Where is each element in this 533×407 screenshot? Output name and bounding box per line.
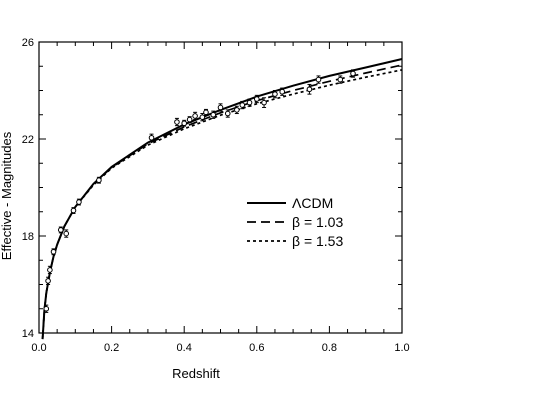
model-curves (41, 58, 403, 340)
y-tick-label: 22 (22, 134, 34, 146)
y-tick-label: 14 (22, 328, 34, 340)
data-point (203, 109, 209, 116)
data-point (337, 76, 344, 83)
data-point (57, 227, 64, 233)
data-point (192, 113, 198, 119)
data-point (43, 305, 50, 312)
data-point (63, 230, 70, 237)
x-tick-label: 0.8 (322, 342, 337, 354)
legend-label: β = 1.53 (292, 233, 343, 249)
data-point (234, 107, 240, 113)
data-point (148, 134, 155, 141)
data-point (186, 116, 193, 123)
x-tick-label: 0.4 (177, 342, 192, 354)
observed-points (43, 69, 356, 313)
data-point (199, 114, 206, 120)
model-curve-solid (41, 58, 403, 340)
data-point (47, 267, 53, 273)
data-point (306, 86, 313, 93)
data-point (224, 110, 231, 117)
tick-labels: 0.0 0.2 0.4 0.6 0.8 1.0 14 18 22 26 (22, 37, 410, 354)
legend: ΛCDM β = 1.03 β = 1.53 (247, 195, 343, 249)
legend-label: β = 1.03 (292, 214, 343, 230)
x-tick-label: 0.2 (104, 342, 119, 354)
x-axis-label: Redshift (172, 366, 220, 381)
data-point (217, 104, 224, 111)
data-point (50, 248, 57, 255)
y-tick-label: 26 (22, 37, 34, 49)
data-point (246, 99, 253, 106)
data-point (315, 76, 322, 83)
data-point (350, 70, 356, 77)
data-point (96, 177, 102, 184)
y-tick-label: 18 (22, 231, 34, 243)
data-point (76, 199, 82, 205)
data-point (181, 120, 187, 127)
data-point (261, 99, 267, 106)
data-point (210, 111, 217, 118)
y-axis-label: Effective - Magnitudes (0, 131, 14, 260)
data-point (272, 91, 278, 97)
data-point (174, 119, 180, 125)
legend-label: ΛCDM (292, 195, 333, 211)
data-point (45, 278, 51, 284)
x-tick-label: 0.0 (31, 342, 46, 354)
axis-ticks (38, 41, 403, 334)
plot-frame (38, 41, 403, 334)
data-point (70, 207, 77, 214)
data-point (253, 96, 260, 102)
data-point (239, 102, 246, 108)
model-curve-dashed (41, 64, 403, 340)
data-point (279, 88, 286, 95)
x-tick-label: 1.0 (394, 342, 409, 354)
x-tick-label: 0.6 (249, 342, 264, 354)
